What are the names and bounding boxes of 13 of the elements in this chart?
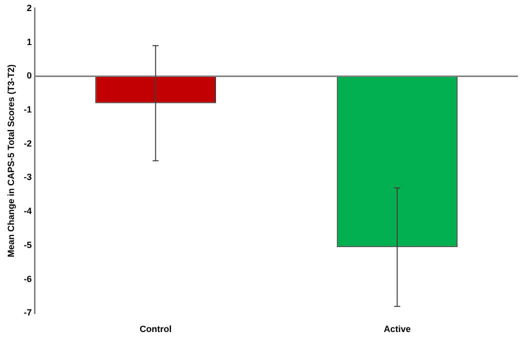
x-tick-label: Active [384,324,411,334]
y-tick-label: 2 [26,2,32,13]
y-tick-label: -6 [24,274,32,284]
y-tick-label: -2 [24,138,32,148]
y-tick-label: 1 [26,36,32,47]
y-axis-title: Mean Change in CAPS-5 Total Scores (T3-T2) [6,64,16,258]
y-tick-label: -3 [24,172,32,182]
y-tick-label: -7 [24,308,32,318]
y-tick-label: 0 [26,70,32,81]
x-tick-label: Control [140,324,172,334]
y-tick-label: -5 [24,240,32,250]
y-tick-label: -4 [24,206,32,216]
y-tick-label: -1 [24,104,32,114]
